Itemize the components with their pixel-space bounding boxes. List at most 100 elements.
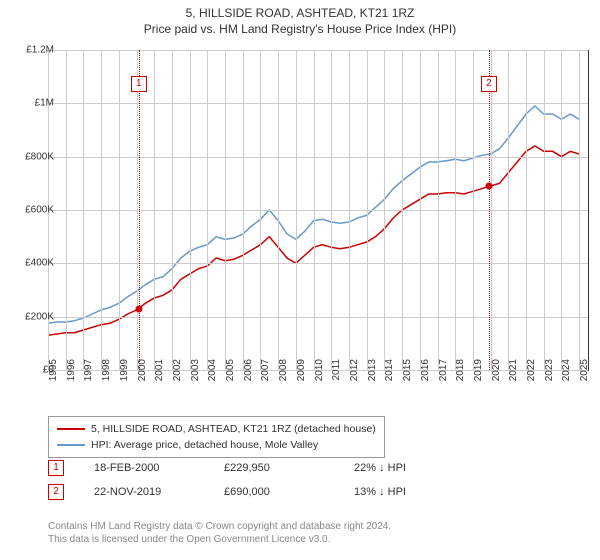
x-axis-label: 2018 [455, 359, 466, 389]
gridline-vertical [508, 50, 509, 370]
reference-line-label: 1 [131, 76, 147, 92]
reference-row-2: 2 22-NOV-2019 £690,000 13% ↓ HPI [48, 484, 454, 500]
gridline-vertical [544, 50, 545, 370]
legend-swatch-property [57, 428, 85, 430]
reference-delta-2: 13% ↓ HPI [354, 486, 454, 498]
gridline-vertical [491, 50, 492, 370]
reference-price-2: £690,000 [224, 486, 324, 498]
attribution-text: Contains HM Land Registry data © Crown c… [48, 520, 391, 546]
reference-date-2: 22-NOV-2019 [94, 486, 194, 498]
gridline-vertical [526, 50, 527, 370]
attribution-line-1: Contains HM Land Registry data © Crown c… [48, 520, 391, 533]
gridline-horizontal [48, 263, 588, 264]
gridline-vertical [561, 50, 562, 370]
x-axis-label: 1996 [66, 359, 77, 389]
x-axis-label: 2004 [207, 359, 218, 389]
gridline-vertical [119, 50, 120, 370]
x-axis-label: 2013 [367, 359, 378, 389]
x-axis-label: 2010 [314, 359, 325, 389]
gridline-vertical [384, 50, 385, 370]
chart-subtitle: Price paid vs. HM Land Registry's House … [0, 22, 600, 36]
x-axis-label: 2020 [491, 359, 502, 389]
gridline-vertical [225, 50, 226, 370]
reference-badge-2: 2 [48, 484, 64, 500]
x-axis-label: 2001 [154, 359, 165, 389]
reference-row-1: 1 18-FEB-2000 £229,950 22% ↓ HPI [48, 460, 454, 476]
gridline-vertical [367, 50, 368, 370]
y-axis-label: £200K [14, 311, 54, 322]
gridline-vertical [455, 50, 456, 370]
gridline-horizontal [48, 210, 588, 211]
gridline-vertical [83, 50, 84, 370]
gridline-vertical [331, 50, 332, 370]
reference-line [489, 50, 490, 370]
reference-badge-1: 1 [48, 460, 64, 476]
gridline-vertical [349, 50, 350, 370]
gridline-vertical [66, 50, 67, 370]
x-axis-label: 2002 [172, 359, 183, 389]
x-axis-label: 2012 [349, 359, 360, 389]
x-axis-label: 2006 [243, 359, 254, 389]
sale-marker [485, 183, 492, 190]
legend-label-property: 5, HILLSIDE ROAD, ASHTEAD, KT21 1RZ (det… [91, 421, 376, 437]
x-axis-label: 2005 [225, 359, 236, 389]
x-axis-label: 2024 [561, 359, 572, 389]
y-axis-label: £1M [14, 98, 54, 109]
x-axis-label: 2016 [420, 359, 431, 389]
legend-item-hpi: HPI: Average price, detached house, Mole… [57, 437, 376, 453]
gridline-vertical [473, 50, 474, 370]
reference-price-1: £229,950 [224, 462, 324, 474]
gridline-vertical [137, 50, 138, 370]
x-axis-label: 2021 [508, 359, 519, 389]
gridline-vertical [278, 50, 279, 370]
x-axis-label: 2023 [544, 359, 555, 389]
sale-marker [135, 305, 142, 312]
attribution-line-2: This data is licensed under the Open Gov… [48, 533, 391, 546]
chart-title: 5, HILLSIDE ROAD, ASHTEAD, KT21 1RZ [0, 6, 600, 20]
x-axis-label: 2019 [473, 359, 484, 389]
gridline-vertical [420, 50, 421, 370]
gridline-vertical [438, 50, 439, 370]
gridline-horizontal [48, 50, 588, 51]
x-axis-label: 1995 [48, 359, 59, 389]
chart-container: 5, HILLSIDE ROAD, ASHTEAD, KT21 1RZ Pric… [0, 0, 600, 560]
gridline-vertical [154, 50, 155, 370]
x-axis-label: 2008 [278, 359, 289, 389]
x-axis-label: 2000 [137, 359, 148, 389]
gridline-vertical [579, 50, 580, 370]
legend-label-hpi: HPI: Average price, detached house, Mole… [91, 437, 318, 453]
x-axis-label: 2009 [296, 359, 307, 389]
y-axis-label: £800K [14, 151, 54, 162]
x-axis-label: 2011 [331, 359, 342, 389]
x-axis-label: 2003 [190, 359, 201, 389]
x-axis-label: 1998 [101, 359, 112, 389]
plot-area: 12 [48, 50, 589, 371]
x-axis-label: 2017 [438, 359, 449, 389]
x-axis-label: 2025 [579, 359, 590, 389]
gridline-vertical [243, 50, 244, 370]
gridline-vertical [172, 50, 173, 370]
gridline-vertical [207, 50, 208, 370]
reference-line-label: 2 [481, 76, 497, 92]
legend-box: 5, HILLSIDE ROAD, ASHTEAD, KT21 1RZ (det… [48, 416, 385, 458]
gridline-vertical [190, 50, 191, 370]
y-axis-label: £600K [14, 205, 54, 216]
x-axis-label: 1999 [119, 359, 130, 389]
legend-swatch-hpi [57, 444, 85, 446]
y-axis-label: £400K [14, 258, 54, 269]
x-axis-label: 2015 [402, 359, 413, 389]
gridline-vertical [296, 50, 297, 370]
gridline-vertical [314, 50, 315, 370]
y-axis-label: £1.2M [14, 45, 54, 56]
reference-line [139, 50, 140, 370]
x-axis-label: 1997 [83, 359, 94, 389]
reference-table: 1 18-FEB-2000 £229,950 22% ↓ HPI 2 22-NO… [48, 460, 454, 508]
title-block: 5, HILLSIDE ROAD, ASHTEAD, KT21 1RZ Pric… [0, 0, 600, 36]
gridline-horizontal [48, 103, 588, 104]
gridline-horizontal [48, 157, 588, 158]
x-axis-label: 2014 [384, 359, 395, 389]
x-axis-label: 2007 [260, 359, 271, 389]
gridline-horizontal [48, 317, 588, 318]
x-axis-label: 2022 [526, 359, 537, 389]
reference-delta-1: 22% ↓ HPI [354, 462, 454, 474]
